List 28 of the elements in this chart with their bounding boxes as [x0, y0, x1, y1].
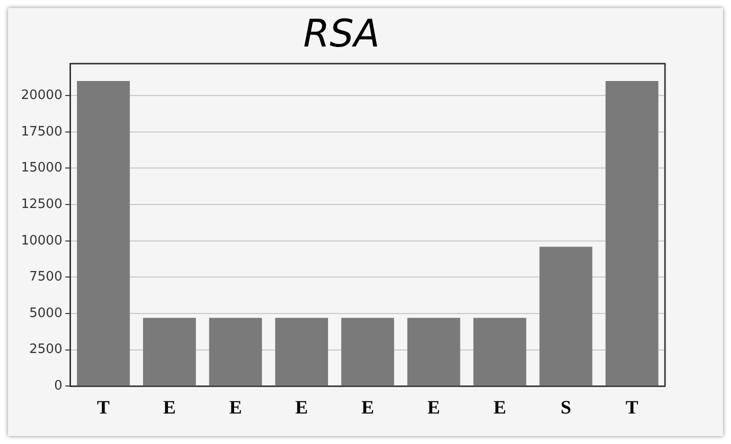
y-tick-label: 5000 [29, 306, 62, 321]
bar [76, 81, 130, 386]
chart-title: RSA [303, 12, 380, 56]
x-tick-label: S [560, 398, 572, 419]
x-tick-label: E [361, 398, 374, 419]
bar [473, 318, 526, 386]
x-tick-label: E [427, 398, 440, 419]
bar [143, 318, 196, 386]
bar [209, 318, 262, 386]
x-tick-label: T [97, 398, 110, 419]
x-tick-label: T [626, 398, 639, 419]
y-tick-label: 0 [54, 378, 62, 394]
x-tick-label: E [229, 398, 242, 419]
y-tick-label: 17500 [20, 124, 62, 140]
y-tick-label: 12500 [20, 196, 62, 212]
x-tick-label: E [163, 398, 176, 419]
x-tick-label: E [295, 398, 308, 419]
bar [275, 318, 328, 386]
y-tick-label: 20000 [20, 88, 62, 103]
bar [539, 246, 592, 386]
bar [407, 318, 460, 386]
y-tick-label: 10000 [20, 233, 62, 248]
y-tick-label: 15000 [20, 160, 62, 176]
y-tick-label: 7500 [29, 270, 62, 285]
bar [606, 81, 658, 386]
y-tick-label: 2500 [29, 342, 62, 358]
x-tick-label: E [493, 398, 506, 419]
bar [341, 318, 394, 386]
